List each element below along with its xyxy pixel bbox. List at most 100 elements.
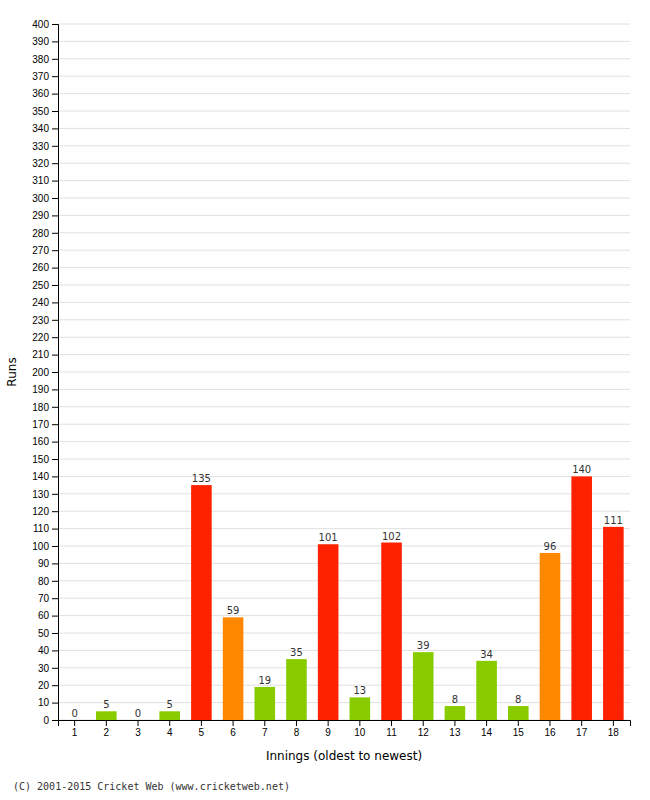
y-tick-label: 70	[38, 593, 50, 604]
y-tick-mark	[52, 128, 58, 129]
data-label: 101	[319, 532, 338, 543]
y-tick-mark	[52, 598, 58, 599]
bar	[540, 553, 561, 720]
bar	[413, 652, 434, 720]
x-tick: 3	[135, 720, 141, 738]
y-tick-label: 230	[32, 315, 49, 326]
data-label: 135	[192, 473, 211, 484]
y-tick-mark	[52, 424, 58, 425]
data-label: 35	[290, 647, 303, 658]
y-tick: 170	[32, 419, 58, 430]
data-label: 5	[167, 699, 173, 710]
y-tick-label: 390	[32, 36, 49, 47]
y-tick: 130	[32, 489, 58, 500]
x-tick-label: 4	[167, 727, 173, 738]
y-tick: 80	[38, 576, 58, 587]
x-tick-mark	[613, 720, 614, 726]
x-tick-mark	[264, 720, 265, 726]
y-tick-mark	[52, 146, 58, 147]
y-tick-mark	[52, 59, 58, 60]
data-label: 96	[544, 541, 557, 552]
x-tick-label: 18	[608, 727, 620, 738]
y-tick-label: 90	[38, 558, 50, 569]
y-tick: 370	[32, 71, 58, 82]
y-tick: 310	[32, 175, 58, 186]
x-tick: 9	[325, 720, 331, 738]
y-tick: 190	[32, 384, 58, 395]
y-tick-label: 120	[32, 506, 49, 517]
y-tick: 150	[32, 454, 58, 465]
grid-line	[58, 459, 630, 460]
y-tick: 180	[32, 402, 58, 413]
bar	[381, 543, 402, 720]
bar	[603, 527, 624, 720]
y-tick-mark	[52, 529, 58, 530]
y-tick: 20	[38, 680, 58, 691]
grid-line	[58, 128, 630, 129]
grid-line	[58, 180, 630, 181]
x-tick-label: 16	[544, 727, 556, 738]
y-tick-mark	[52, 320, 58, 321]
y-tick: 0	[43, 715, 58, 726]
y-tick-mark	[52, 41, 58, 42]
grid-line	[58, 319, 630, 320]
bar	[254, 687, 275, 720]
y-tick-mark	[52, 233, 58, 234]
y-tick: 380	[32, 54, 58, 65]
y-tick-label: 50	[38, 628, 50, 639]
y-tick-mark	[52, 250, 58, 251]
grid-line	[58, 232, 630, 233]
grid-line	[58, 354, 630, 355]
y-tick: 210	[32, 349, 58, 360]
y-tick: 240	[32, 297, 58, 308]
data-labels: 05051355919351011310239834896140111	[71, 464, 622, 719]
y-tick-mark	[52, 198, 58, 199]
x-tick-mark	[74, 720, 75, 726]
grid-line	[58, 528, 630, 529]
x-tick: 8	[294, 720, 300, 738]
y-tick-label: 160	[32, 436, 49, 447]
y-tick: 340	[32, 123, 58, 134]
x-tick: 6	[230, 720, 236, 738]
grid-line	[58, 511, 630, 512]
x-tick-mark	[549, 720, 550, 726]
y-tick: 70	[38, 593, 58, 604]
x-tick-mark	[169, 720, 170, 726]
y-tick: 140	[32, 471, 58, 482]
grid-line	[58, 215, 630, 216]
data-label: 0	[71, 708, 77, 719]
data-label: 111	[604, 515, 623, 526]
bar	[96, 711, 117, 720]
y-tick-mark	[52, 285, 58, 286]
y-tick-label: 310	[32, 175, 49, 186]
bars	[96, 476, 624, 720]
y-tick-label: 130	[32, 489, 49, 500]
y-tick-label: 20	[38, 680, 50, 691]
grid-line	[58, 111, 630, 112]
y-tick-mark	[52, 302, 58, 303]
y-tick-label: 30	[38, 663, 50, 674]
y-tick-label: 40	[38, 645, 50, 656]
bar	[508, 706, 529, 720]
y-tick-mark	[52, 268, 58, 269]
data-label: 8	[452, 694, 458, 705]
x-tick: 10	[354, 720, 366, 738]
y-tick-label: 300	[32, 193, 49, 204]
y-tick-label: 80	[38, 576, 50, 587]
bar	[159, 711, 180, 720]
y-tick-label: 400	[32, 19, 49, 30]
y-tick-mark	[52, 442, 58, 443]
x-tick-mark	[518, 720, 519, 726]
y-tick-label: 170	[32, 419, 49, 430]
bar	[476, 661, 497, 720]
y-tick-mark	[52, 111, 58, 112]
y-tick-label: 140	[32, 471, 49, 482]
y-tick: 320	[32, 158, 58, 169]
footer: (C) 2001-2015 Cricket Web (www.cricketwe…	[13, 781, 290, 792]
y-tick: 40	[38, 645, 58, 656]
y-tick-mark	[52, 476, 58, 477]
grid-line	[58, 493, 630, 494]
y-tick-label: 240	[32, 297, 49, 308]
y-tick-mark	[52, 563, 58, 564]
y-tick-mark	[52, 546, 58, 547]
